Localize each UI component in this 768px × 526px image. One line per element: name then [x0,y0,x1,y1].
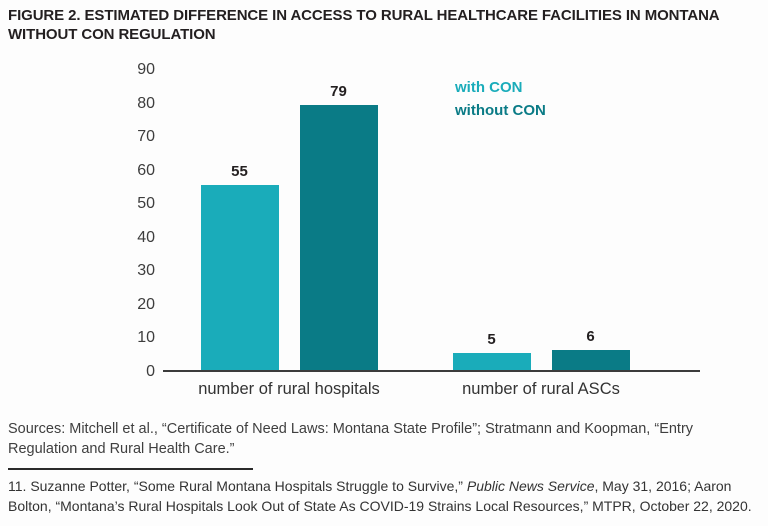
figure-title: FIGURE 2. ESTIMATED DIFFERENCE IN ACCESS… [8,7,719,44]
legend-item-without-con: without CON [455,101,546,119]
bar-without-con: 6 [551,70,630,370]
y-tick-label: 80 [137,94,155,112]
legend-item-with-con: with CON [455,79,523,96]
y-tick-label: 70 [137,128,155,146]
footnote-divider [8,468,253,470]
chart-legend: with CON without CON [455,78,546,120]
sources-text: Sources: Mitchell et al., “Certificate o… [8,421,694,457]
bar-without-con: 79 [299,70,378,370]
bar-rect [452,353,531,370]
bar-with-con: 5 [452,70,531,370]
x-axis-label-ascs: number of rural ASCs [462,380,620,398]
y-tick-label: 40 [137,228,155,246]
y-axis: 90 80 70 60 50 40 30 20 10 0 [110,61,155,380]
bar-group: 55 79 [200,70,378,370]
bar-value-label: 79 [330,82,347,100]
bar-value-label: 6 [586,327,595,345]
bar-rect [200,185,279,370]
y-tick-label: 50 [137,195,155,213]
bar-with-con: 55 [200,70,279,370]
y-tick-label: 10 [137,329,155,347]
footnote-italic-source: Public News Service [466,478,595,494]
bar-rect [299,104,378,370]
y-tick-label: 60 [137,161,155,179]
footnote-text: 11. Suzanne Potter, “Some Rural Montana … [8,477,764,516]
bar-rect [551,349,630,370]
y-tick-label: 30 [137,262,155,280]
bar-value-label: 5 [487,331,496,349]
bar-value-label: 55 [231,163,248,181]
footnote-suffix: , May 31, 2016; Aaron Bolton, “Montana’s… [8,478,752,514]
y-tick-label: 90 [137,61,155,78]
x-axis-labels: number of rural hospitals number of rura… [163,380,700,404]
y-tick-label: 20 [137,295,155,313]
x-axis-label-hospitals: number of rural hospitals [198,380,380,398]
y-tick-label: 0 [146,363,155,380]
footnote-prefix: 11. Suzanne Potter, “Some Rural Montana … [8,478,467,494]
